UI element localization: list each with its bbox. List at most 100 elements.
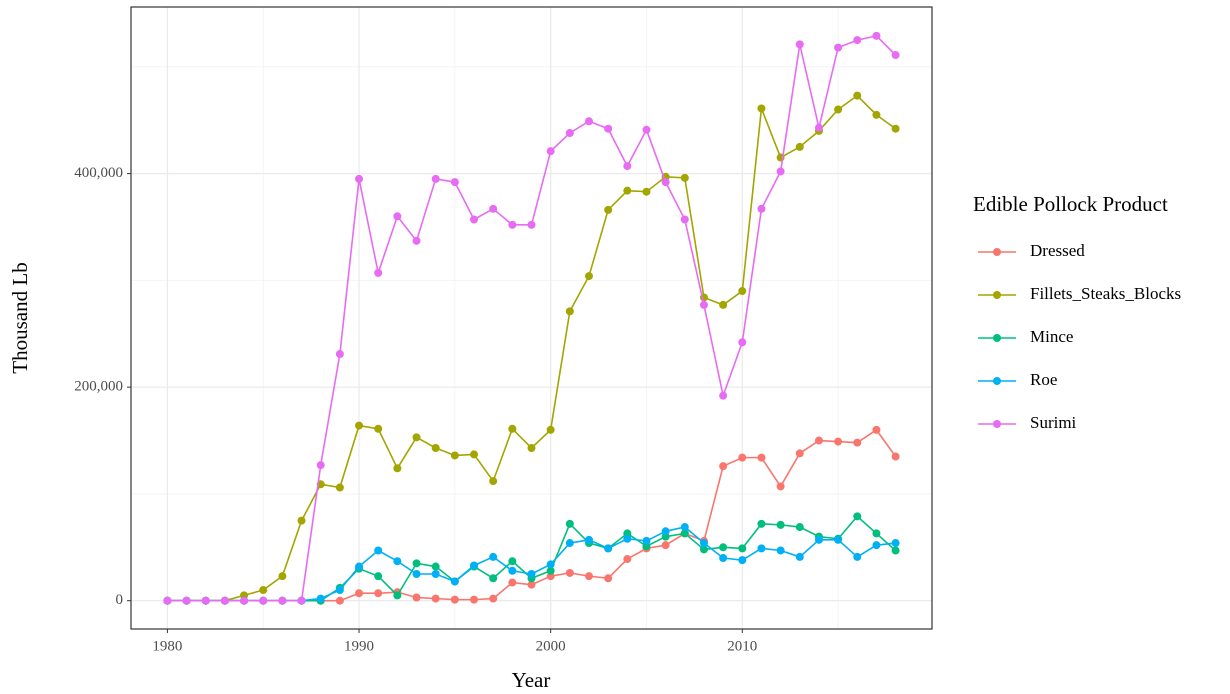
point xyxy=(872,425,881,434)
point xyxy=(719,300,728,309)
point xyxy=(661,527,670,536)
point xyxy=(872,529,881,538)
point xyxy=(623,534,632,543)
legend-key-point xyxy=(993,334,1001,342)
legend-label: Mince xyxy=(1030,327,1073,346)
point xyxy=(508,557,517,566)
point xyxy=(680,215,689,224)
point xyxy=(642,536,651,545)
point xyxy=(431,594,440,603)
point xyxy=(795,142,804,151)
point xyxy=(680,173,689,182)
point xyxy=(450,595,459,604)
point xyxy=(604,124,613,133)
y-tick-label: 200,000 xyxy=(74,379,123,395)
point xyxy=(623,186,632,195)
point xyxy=(450,577,459,586)
point xyxy=(374,424,383,433)
point xyxy=(853,91,862,100)
point xyxy=(470,595,479,604)
point xyxy=(642,187,651,196)
point xyxy=(374,572,383,581)
point xyxy=(470,450,479,459)
point xyxy=(776,482,785,491)
point xyxy=(642,125,651,134)
point xyxy=(776,167,785,176)
point xyxy=(757,204,766,213)
point xyxy=(891,124,900,133)
point xyxy=(738,556,747,565)
series-line xyxy=(167,34,897,602)
point xyxy=(834,105,843,114)
point xyxy=(335,483,344,492)
point xyxy=(757,453,766,462)
point xyxy=(719,543,728,552)
point xyxy=(814,535,823,544)
point xyxy=(891,452,900,461)
point xyxy=(508,566,517,575)
point xyxy=(489,594,498,603)
point xyxy=(872,541,881,550)
point xyxy=(795,449,804,458)
point xyxy=(623,162,632,171)
x-tick-label: 1980 xyxy=(152,638,182,654)
x-tick-label: 2000 xyxy=(536,638,566,654)
point xyxy=(278,572,287,581)
point xyxy=(470,215,479,224)
point xyxy=(527,220,536,229)
point xyxy=(393,591,402,600)
point xyxy=(508,424,517,433)
point xyxy=(604,574,613,583)
point xyxy=(163,596,172,605)
point xyxy=(853,36,862,45)
y-tick-label: 0 xyxy=(116,592,124,608)
point xyxy=(316,461,325,470)
point xyxy=(719,462,728,471)
point xyxy=(814,123,823,132)
point xyxy=(795,552,804,561)
point xyxy=(374,268,383,277)
point xyxy=(738,338,747,347)
point xyxy=(508,578,517,587)
point xyxy=(661,178,670,187)
point xyxy=(853,552,862,561)
point xyxy=(757,519,766,528)
point xyxy=(738,544,747,553)
point xyxy=(623,555,632,564)
point xyxy=(393,212,402,221)
panel-border xyxy=(130,6,933,630)
point xyxy=(259,586,268,595)
point xyxy=(527,444,536,453)
point xyxy=(853,512,862,521)
point xyxy=(489,574,498,583)
point xyxy=(738,287,747,296)
y-axis-title: Thousand Lb xyxy=(8,262,32,373)
point xyxy=(316,594,325,603)
y-tick-label: 400,000 xyxy=(74,165,123,181)
point xyxy=(738,453,747,462)
point xyxy=(470,561,479,570)
point xyxy=(680,523,689,532)
point xyxy=(431,174,440,183)
point xyxy=(565,539,574,548)
point xyxy=(335,596,344,605)
point xyxy=(891,51,900,60)
point xyxy=(546,566,555,575)
point xyxy=(431,562,440,571)
legend-title: Edible Pollock Product xyxy=(973,192,1168,216)
point xyxy=(412,593,421,602)
point xyxy=(834,43,843,52)
point xyxy=(412,570,421,579)
legend-key-point xyxy=(993,377,1001,385)
point xyxy=(297,516,306,525)
point xyxy=(335,586,344,595)
x-axis-title: Year xyxy=(512,668,551,692)
point xyxy=(872,110,881,119)
legend-key-point xyxy=(993,248,1001,256)
point xyxy=(834,535,843,544)
point xyxy=(891,539,900,548)
point xyxy=(584,272,593,281)
x-tick-label: 1990 xyxy=(344,638,374,654)
point xyxy=(565,307,574,316)
